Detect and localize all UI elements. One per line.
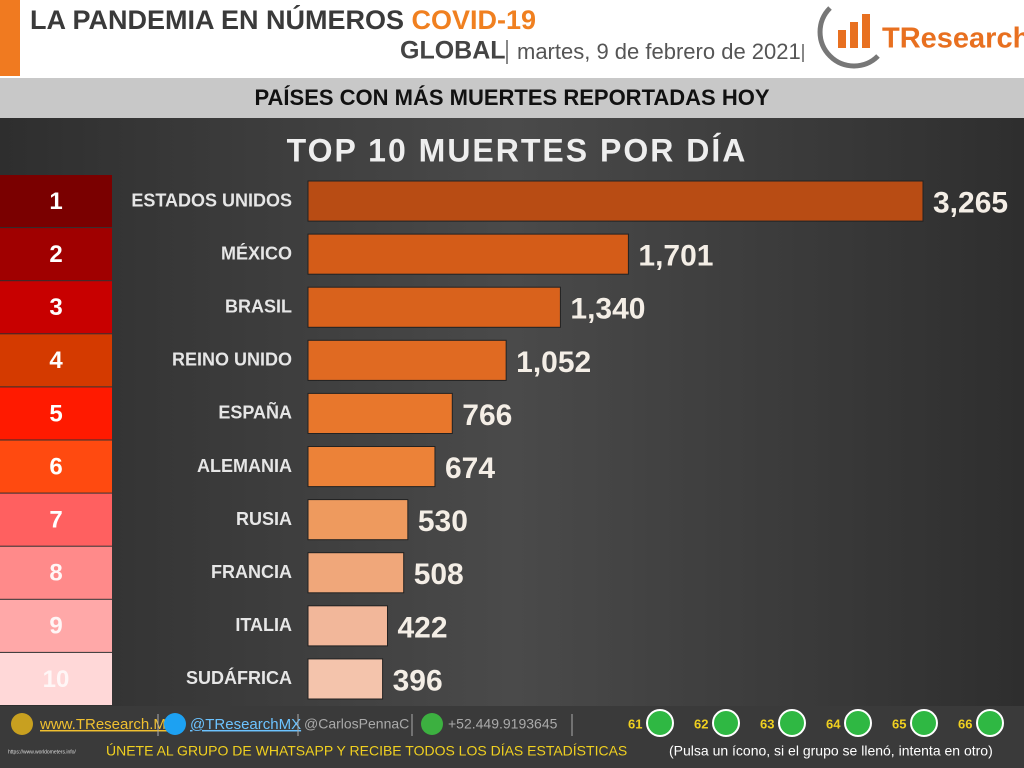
bar xyxy=(307,499,409,541)
value-label: 1,052 xyxy=(516,346,591,379)
bar xyxy=(307,339,507,381)
rank-cell xyxy=(0,228,112,281)
value-label: 1,340 xyxy=(570,293,645,326)
bar xyxy=(307,392,453,434)
rank-label: 9 xyxy=(49,613,62,640)
note: (Pulsa un ícono, si el grupo se llenó, i… xyxy=(669,743,993,759)
section-band xyxy=(0,78,1024,118)
rank-label: 7 xyxy=(49,506,62,533)
whatsapp-icon[interactable] xyxy=(712,709,740,737)
group-number: 66 xyxy=(958,716,972,731)
value-label: 422 xyxy=(397,611,447,644)
value-label: 530 xyxy=(418,505,468,538)
group-number: 62 xyxy=(694,716,708,731)
group-number: 64 xyxy=(826,716,841,731)
rank-label: 3 xyxy=(49,294,62,321)
whatsapp-icon[interactable] xyxy=(778,709,806,737)
value-label: 1,701 xyxy=(638,240,713,273)
whatsapp-groups: 61 62 63 64 65 66 xyxy=(628,709,1004,737)
header-title: LA PANDEMIA EN NÚMEROS COVID-19 xyxy=(30,4,536,35)
group-number: 61 xyxy=(628,716,642,731)
bar xyxy=(307,446,436,488)
rank-cell xyxy=(0,546,112,599)
category-label: BRASIL xyxy=(225,297,292,317)
logo-text: TResearch xyxy=(882,23,1024,55)
category-label: ESTADOS UNIDOS xyxy=(131,190,292,210)
source: https://www.worldometers.info/ xyxy=(8,749,76,755)
twitter[interactable]: @TResearchMX xyxy=(190,716,301,733)
rank-cell xyxy=(0,334,112,387)
title-text: LA PANDEMIA EN NÚMEROS xyxy=(30,4,404,35)
web-icon xyxy=(11,713,33,735)
value-label: 674 xyxy=(445,452,495,485)
whatsapp-icon[interactable] xyxy=(646,709,674,737)
rank-cell xyxy=(0,175,112,228)
rank-label: 8 xyxy=(49,560,62,587)
category-label: RUSIA xyxy=(236,509,292,529)
rank-label: 5 xyxy=(49,400,62,427)
rank-cell xyxy=(0,493,112,546)
rank-label: 2 xyxy=(49,241,62,268)
value-label: 766 xyxy=(462,399,512,432)
group-number: 63 xyxy=(760,716,774,731)
website[interactable]: www.TResearch.Mx xyxy=(39,716,174,733)
value-label: 3,265 xyxy=(933,186,1008,219)
whatsapp-icon[interactable] xyxy=(844,709,872,737)
value-label: 396 xyxy=(393,664,443,697)
chart: 1 ESTADOS UNIDOS 3,265 2 MÉXICO 1,701 3 BRASIL 1… xyxy=(0,175,1008,705)
rank-cell xyxy=(0,652,112,705)
category-label: SUDÁFRICA xyxy=(186,667,292,688)
group-number: 65 xyxy=(892,716,906,731)
header-accent xyxy=(0,0,20,76)
category-label: ALEMANIA xyxy=(197,456,292,476)
category-label: MÉXICO xyxy=(221,242,292,263)
logo-icon xyxy=(817,6,880,69)
cta: ÚNETE AL GRUPO DE WHATSAPP Y RECIBE TODO… xyxy=(106,743,627,759)
personal: @CarlosPennaC xyxy=(304,716,409,732)
bar xyxy=(307,658,384,700)
rank-label: 10 xyxy=(43,666,70,693)
header-date: martes, 9 de febrero de 2021 xyxy=(517,39,801,64)
value-label: 508 xyxy=(414,558,464,591)
rank-cell xyxy=(0,387,112,440)
phone-icon xyxy=(421,713,443,735)
bar xyxy=(307,180,924,222)
whatsapp-icon[interactable] xyxy=(910,709,938,737)
bar xyxy=(307,286,561,328)
rank-cell xyxy=(0,440,112,493)
bar xyxy=(307,552,405,594)
rank-label: 6 xyxy=(49,453,62,480)
category-label: ITALIA xyxy=(235,615,292,635)
rank-cell xyxy=(0,599,112,652)
whatsapp-icon[interactable] xyxy=(976,709,1004,737)
rank-cell xyxy=(0,281,112,334)
bar xyxy=(307,605,388,647)
category-label: REINO UNIDO xyxy=(172,350,292,370)
twitter-icon xyxy=(164,713,186,735)
bar xyxy=(307,233,629,275)
title-highlight: COVID-19 xyxy=(412,5,537,35)
category-label: FRANCIA xyxy=(211,562,292,582)
rank-label: 4 xyxy=(49,347,63,374)
category-label: ESPAÑA xyxy=(218,402,292,423)
chart-title: TOP 10 MUERTES POR DÍA xyxy=(287,132,748,168)
phone: +52.449.9193645 xyxy=(448,716,558,732)
section-title: PAÍSES CON MÁS MUERTES REPORTADAS HOY xyxy=(254,85,769,110)
header-scope: GLOBAL xyxy=(400,37,506,65)
rank-label: 1 xyxy=(49,188,62,215)
